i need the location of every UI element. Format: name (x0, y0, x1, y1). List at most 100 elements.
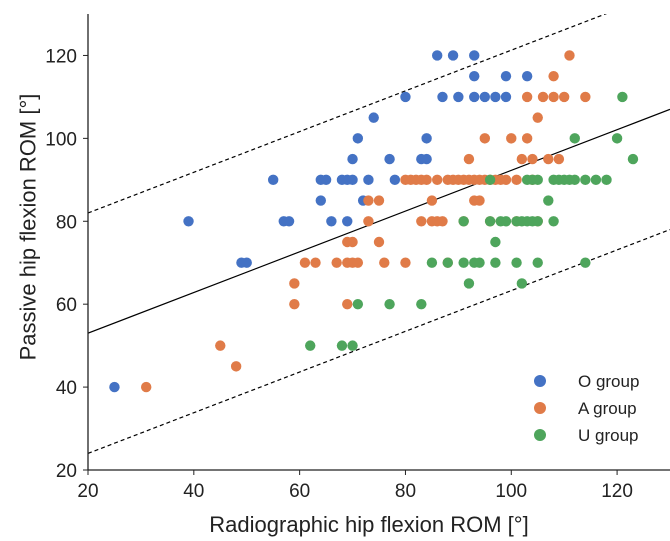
tick-labels: 20 40 60 80 100 120 20 40 60 80 100 120 (45, 46, 633, 502)
o-group-point (363, 174, 374, 186)
a-group-point (379, 257, 390, 268)
a-group-point (516, 153, 528, 165)
o-group-point (437, 91, 448, 103)
o-group-point (320, 174, 332, 186)
a-group-point (289, 278, 300, 289)
u-group-point (500, 216, 512, 227)
u-group-point (569, 174, 580, 186)
a-group-point (230, 361, 242, 372)
u-group-point (490, 257, 501, 268)
x-tick-label: 40 (183, 481, 204, 502)
o-group-point (342, 216, 353, 227)
data-points (109, 50, 639, 393)
a-group-point (400, 257, 411, 268)
o-group-point (267, 174, 279, 186)
o-group-point (109, 381, 120, 393)
regression-line (88, 108, 670, 334)
a-group-point (521, 133, 533, 144)
y-tick-label: 80 (56, 212, 77, 233)
o-group-point (421, 133, 432, 144)
a-group-point (421, 174, 432, 186)
u-group-point (352, 298, 364, 310)
o-group-point (347, 174, 358, 186)
y-tick-label: 40 (56, 378, 77, 399)
o-group-point (453, 91, 464, 103)
u-group-point (532, 216, 543, 227)
a-group-point (474, 195, 485, 206)
u-group-point (532, 257, 543, 268)
a-group-point (548, 70, 559, 82)
y-tick-label: 20 (56, 461, 77, 482)
x-tick-label: 80 (395, 481, 416, 502)
y-tick-label: 60 (56, 295, 77, 316)
u-group-point (617, 91, 628, 103)
u-group-point (305, 340, 316, 351)
u-group-point (336, 340, 348, 351)
u-group-point (442, 257, 453, 268)
u-group-point (543, 195, 554, 206)
u-group-point (532, 174, 543, 186)
u-group-point (474, 257, 485, 268)
u-group-point (426, 257, 438, 268)
a-group-point (527, 153, 538, 165)
a-group-point (347, 236, 358, 248)
a-group-point (363, 195, 374, 206)
a-group-point (580, 91, 591, 103)
a-group-point (373, 195, 385, 206)
u-group-point (484, 216, 496, 227)
a-group-point (331, 257, 342, 268)
axes (87, 14, 670, 471)
limit-line-dashed (88, 229, 670, 454)
o-group-point (368, 112, 379, 123)
o-group-point (389, 174, 401, 186)
o-group-point (432, 50, 443, 61)
a-group-point (500, 174, 512, 186)
a-group-point (521, 91, 533, 103)
a-group-point (352, 257, 364, 268)
legend: O group A group U group (534, 372, 639, 445)
o-group-point (283, 216, 295, 227)
u-group-point (484, 174, 496, 186)
u-group-point (611, 133, 623, 144)
o-group-point (500, 91, 512, 103)
o-group-point (241, 257, 252, 268)
x-axis-title: Radiographic hip flexion ROM [°] (209, 512, 528, 537)
a-group-point (543, 153, 554, 165)
a-group-point (532, 112, 543, 123)
x-tick-label: 100 (495, 481, 527, 502)
u-group-point (516, 278, 528, 289)
u-group-point (601, 174, 612, 186)
u-group-point (384, 298, 395, 310)
y-tick-label: 100 (45, 129, 77, 150)
o-group-point (326, 216, 337, 227)
a-group-point (416, 216, 427, 227)
x-tick-label: 120 (601, 481, 633, 502)
x-tick-label: 60 (289, 481, 310, 502)
a-group-point (558, 91, 570, 103)
o-group-point (183, 216, 194, 227)
o-group-point (315, 195, 326, 206)
a-group-point (342, 298, 353, 310)
a-group-point (215, 340, 226, 351)
reference-lines (88, 14, 670, 454)
o-group-point (447, 50, 459, 61)
o-group-point (347, 153, 358, 165)
a-group-point (506, 133, 517, 144)
u-group-point (580, 174, 591, 186)
a-group-point (548, 91, 559, 103)
legend-label-a-group: A group (578, 399, 637, 418)
a-group-point (426, 195, 438, 206)
u-group-point (463, 278, 475, 289)
a-group-point (479, 133, 491, 144)
a-group-point (363, 216, 374, 227)
a-group-point (141, 381, 152, 393)
o-group-point (479, 91, 491, 103)
o-group-point (521, 70, 533, 82)
legend-label-u-group: U group (578, 426, 638, 445)
a-group-point (437, 216, 448, 227)
u-group-point (590, 174, 602, 186)
legend-label-o-group: O group (578, 372, 639, 391)
a-group-point (299, 257, 311, 268)
a-group-point (511, 174, 522, 186)
